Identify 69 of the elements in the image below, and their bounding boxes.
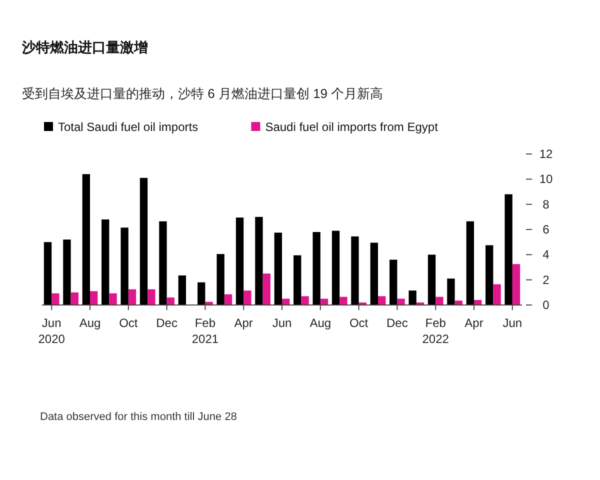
bar xyxy=(370,242,378,305)
bar xyxy=(262,274,270,305)
bar xyxy=(52,293,60,305)
chart-title: 沙特燃油进口量激增 xyxy=(21,39,148,55)
legend-label: Total Saudi fuel oil imports xyxy=(58,120,198,134)
bar xyxy=(244,290,252,305)
bar xyxy=(70,292,78,305)
bar xyxy=(109,293,117,305)
bar xyxy=(282,298,290,305)
bar xyxy=(340,296,348,305)
y-tick-label: 8 xyxy=(542,197,550,212)
bar xyxy=(255,216,263,305)
x-tick-label: Dec xyxy=(386,316,408,330)
x-tick-label: Jun xyxy=(502,316,522,330)
bar xyxy=(128,289,136,305)
bar xyxy=(90,291,98,305)
y-tick-label: 0 xyxy=(542,298,550,312)
bar xyxy=(486,245,494,305)
x-tick-label: Dec xyxy=(156,316,178,330)
x-tick-label: Feb 2022 xyxy=(422,316,450,346)
bar xyxy=(504,194,512,305)
bar xyxy=(216,254,224,305)
bar xyxy=(466,221,474,305)
bar xyxy=(378,296,386,305)
bar xyxy=(82,174,90,305)
bar xyxy=(63,240,71,305)
bar xyxy=(493,284,501,305)
x-tick-label: Oct xyxy=(119,316,138,330)
bar xyxy=(166,297,174,305)
y-tick-label: 12 xyxy=(539,147,553,161)
x-tick-label: Apr xyxy=(234,316,253,330)
bar xyxy=(428,254,436,305)
bar xyxy=(447,278,455,305)
bar xyxy=(148,289,156,305)
y-tick-label: 4 xyxy=(542,248,550,262)
x-tick-label: Feb 2021 xyxy=(192,316,219,346)
bar xyxy=(512,264,520,305)
bar xyxy=(408,290,416,305)
bar xyxy=(274,232,282,305)
bar xyxy=(102,219,110,305)
bar xyxy=(332,230,340,305)
y-tick-label: 2 xyxy=(542,272,550,287)
legend-label: Saudi fuel oil imports from Egypt xyxy=(265,120,439,134)
bar xyxy=(390,260,398,305)
bar xyxy=(44,242,52,305)
bar xyxy=(351,236,359,305)
x-tick-label: Aug xyxy=(79,316,101,330)
y-tick-label: 6 xyxy=(542,222,550,236)
bar xyxy=(320,298,328,305)
bar xyxy=(312,232,320,305)
bar xyxy=(120,228,128,305)
bar xyxy=(301,296,309,305)
x-tick-label: Jun 2020 xyxy=(38,316,66,346)
bar xyxy=(140,178,148,305)
y-tick-label: 10 xyxy=(539,172,553,186)
x-tick-label: Jun xyxy=(272,316,292,330)
bar xyxy=(198,282,206,305)
x-tick-label: Apr xyxy=(464,316,484,330)
chart-subtitle: 受到自埃及进口量的推动，沙特 6 月燃油进口量创 19 个月新高 xyxy=(22,86,384,101)
bar xyxy=(178,275,186,305)
text: Data observed for this month till June 28 xyxy=(40,411,237,423)
bar xyxy=(294,255,302,305)
bar xyxy=(236,218,244,305)
bar xyxy=(224,294,232,305)
x-tick-label: Aug xyxy=(310,316,332,330)
x-tick-label: Oct xyxy=(349,316,369,330)
bar xyxy=(159,221,167,305)
bar xyxy=(436,296,444,305)
bar xyxy=(397,298,405,305)
